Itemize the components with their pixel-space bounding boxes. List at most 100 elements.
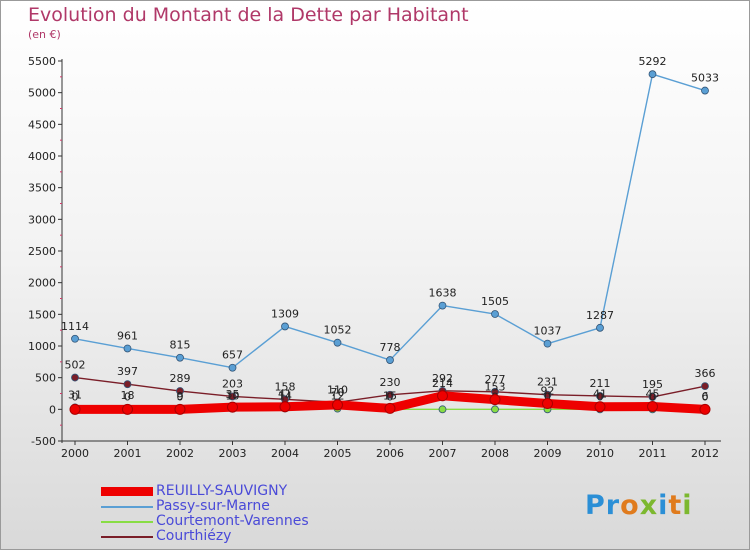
legend-label-courtemont: Courtemont-Varennes (156, 513, 309, 529)
data-point-courthi-zy (123, 380, 132, 389)
data-label-reuilly-sauvigny: 153 (485, 381, 506, 394)
y-tick-label: 5500 (28, 55, 56, 68)
data-label-courthi-zy: 195 (642, 378, 663, 391)
x-tick-label: 2001 (114, 447, 142, 460)
data-point-reuilly-sauvigny (227, 401, 238, 413)
x-tick-label: 2003 (219, 447, 247, 460)
data-point-courtemont-varennes (491, 405, 499, 414)
x-tick-label: 2009 (534, 447, 562, 460)
data-point-reuilly-sauvigny (594, 401, 606, 413)
x-tick-label: 2010 (586, 447, 614, 460)
data-label-reuilly-sauvigny: 92 (541, 385, 555, 398)
y-tick-label: 2000 (28, 277, 56, 290)
data-point-courthi-zy (176, 387, 184, 395)
data-label-reuilly-sauvigny: 35 (226, 388, 240, 401)
series-line-passy-sur-marne (74, 73, 706, 369)
data-label-courtemont-varennes: 10 (226, 390, 240, 403)
data-label-reuilly-sauvigny: 0 (72, 390, 79, 403)
data-label-passy-sur-marne: 657 (222, 349, 243, 362)
data-label-courtemont-varennes: 0 (597, 390, 604, 403)
data-label-reuilly-sauvigny: 41 (278, 388, 292, 401)
data-label-courtemont-varennes: 6 (702, 390, 709, 403)
data-point-passy-sur-marne (123, 344, 132, 353)
data-point-passy-sur-marne (701, 86, 709, 95)
data-label-courthi-zy: 366 (695, 367, 716, 380)
legend-swatch-courtemont (101, 521, 153, 523)
y-tick-label: 3000 (28, 213, 56, 226)
proxiti-logo: Proxiti (585, 490, 693, 521)
data-label-courthi-zy: 231 (537, 376, 558, 389)
data-label-courthi-zy: 292 (432, 372, 453, 385)
data-point-passy-sur-marne (491, 310, 499, 318)
data-point-courthi-zy (228, 392, 237, 401)
data-label-reuilly-sauvigny: 45 (646, 387, 660, 400)
legend-label-passy: Passy-sur-Marne (156, 498, 270, 514)
y-tick-label: 1500 (28, 308, 56, 321)
data-point-passy-sur-marne (438, 301, 447, 310)
logo-letter: t (668, 490, 683, 521)
legend-swatch-passy (101, 506, 153, 508)
x-tick-label: 2006 (376, 447, 404, 460)
logo-letter: o (620, 490, 640, 521)
data-point-passy-sur-marne (333, 338, 342, 347)
data-point-passy-sur-marne (228, 363, 237, 372)
data-point-reuilly-sauvigny (332, 399, 343, 411)
data-point-passy-sur-marne (176, 353, 184, 362)
data-label-courtemont-varennes: 9 (177, 390, 184, 403)
y-tick-label: 5000 (28, 87, 56, 100)
legend-swatch-courthiezy (101, 536, 153, 538)
data-label-passy-sur-marne: 815 (170, 339, 191, 352)
chart-unit-subtitle: (en €) (28, 28, 61, 41)
data-point-reuilly-sauvigny (69, 403, 81, 415)
data-point-reuilly-sauvigny (699, 403, 711, 415)
data-label-passy-sur-marne: 961 (117, 329, 138, 342)
data-label-passy-sur-marne: 5292 (639, 55, 667, 68)
data-label-passy-sur-marne: 1037 (534, 325, 562, 338)
data-label-courthi-zy: 203 (222, 377, 243, 390)
data-point-passy-sur-marne (543, 339, 552, 348)
legend-swatch-reuilly (101, 487, 153, 496)
data-label-reuilly-sauvigny: 0 (702, 390, 709, 403)
data-point-reuilly-sauvigny (279, 401, 291, 413)
data-point-passy-sur-marne (596, 323, 604, 332)
data-label-courtemont-varennes: 0 (544, 390, 551, 403)
data-label-reuilly-sauvigny: 0 (177, 390, 184, 403)
data-label-passy-sur-marne: 1114 (61, 320, 89, 333)
logo-letter: r (605, 490, 621, 521)
y-tick-label: 2500 (28, 245, 56, 258)
data-label-passy-sur-marne: 1287 (586, 309, 614, 322)
x-tick-label: 2008 (481, 447, 509, 460)
data-point-reuilly-sauvigny (384, 402, 396, 414)
line-chart: -500050010001500200025003000350040004500… (28, 55, 721, 460)
data-point-reuilly-sauvigny (122, 403, 133, 415)
data-label-reuilly-sauvigny: 70 (331, 386, 345, 399)
x-tick-label: 2005 (324, 447, 352, 460)
data-label-reuilly-sauvigny: 214 (432, 377, 453, 390)
data-label-courthi-zy: 211 (590, 377, 611, 390)
data-point-courthi-zy (648, 393, 657, 401)
data-point-passy-sur-marne (648, 70, 657, 79)
data-point-reuilly-sauvigny (647, 400, 658, 412)
x-tick-label: 2000 (61, 447, 89, 460)
data-point-courtemont-varennes (438, 405, 447, 414)
y-tick-label: -500 (31, 435, 56, 448)
y-tick-label: 4000 (28, 150, 56, 163)
data-label-reuilly-sauvigny: 15 (383, 389, 397, 402)
logo-letter: x (639, 490, 659, 521)
y-tick-label: 0 (49, 403, 56, 416)
data-point-passy-sur-marne (281, 322, 289, 331)
data-label-courthi-zy: 397 (117, 365, 138, 378)
data-point-courthi-zy (386, 390, 394, 399)
data-label-courthi-zy: 230 (380, 376, 401, 389)
data-point-reuilly-sauvigny (542, 398, 553, 410)
data-point-courthi-zy (71, 373, 79, 382)
data-label-passy-sur-marne: 1052 (324, 324, 352, 337)
legend-label-reuilly: REUILLY-SAUVIGNY (156, 483, 288, 499)
legend-label-courthiezy: Courthiézy (156, 528, 232, 544)
data-point-reuilly-sauvigny (174, 403, 186, 415)
x-tick-label: 2012 (691, 447, 719, 460)
y-tick-label: 1000 (28, 340, 56, 353)
y-tick-label: 3500 (28, 182, 56, 195)
data-label-courthi-zy: 289 (170, 372, 191, 385)
